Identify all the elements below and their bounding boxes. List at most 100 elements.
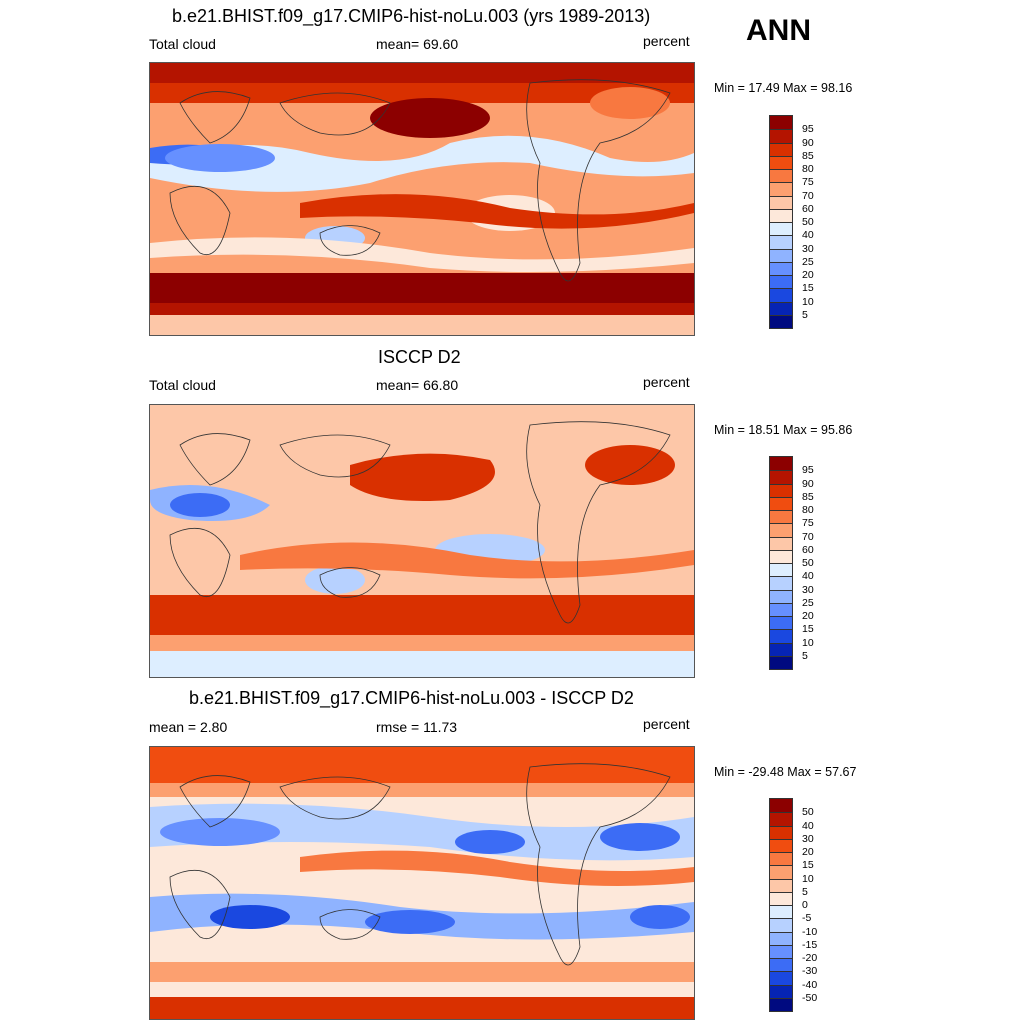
colorbar-segment [770,155,792,169]
colorbar-tick-label: 30 [802,242,814,255]
colorbar-tick-label: 5 [802,308,808,321]
colorbar-tick-label: -30 [802,965,818,978]
colorbar-segment [770,457,792,471]
colorbar-tick-label: 80 [802,504,814,516]
colorbar-segment [770,812,792,826]
colorbar-segment [770,944,792,958]
colorbar-tick-label: 10 [802,636,814,649]
colorbar-tick-label: 10 [802,872,814,885]
colorbar-tick-label: 15 [802,282,814,295]
panel-3-min-max: Min = -29.48 Max = 57.67 [714,765,857,779]
colorbar-tick-label: 5 [802,885,808,898]
panel-1-title: b.e21.BHIST.f09_g17.CMIP6-hist-noLu.003 … [172,6,651,26]
colorbar-tick-label: 20 [802,269,814,281]
colorbar-segment [770,616,792,630]
colorbar-segment [770,905,792,919]
colorbar-segment [770,971,792,985]
colorbar-tick-label: -20 [802,952,818,964]
colorbar-tick-label: -15 [802,938,818,951]
season-label: ANN [746,14,811,47]
panel-3-mean-label: mean = 2.80 [149,719,228,735]
colorbar-segment [770,142,792,156]
colorbar-segment [770,655,792,669]
colorbar-segment [770,222,792,236]
colorbar-segment [770,997,792,1011]
panel-1-mean-label: mean= 69.60 [376,36,459,52]
colorbar-segment [770,182,792,196]
panel-1-min-max: Min = 17.49 Max = 98.16 [714,81,853,95]
colorbar-segment [770,958,792,972]
colorbar-tick-label: 25 [802,255,814,268]
colorbar-segment [770,496,792,510]
colorbar-tick-label: 80 [802,163,814,175]
colorbar-segment [770,314,792,328]
colorbar-tick-label: 50 [802,216,814,228]
colorbar-segment [770,865,792,879]
colorbar-segment [770,629,792,643]
colorbar-tick-label: 95 [802,123,814,136]
colorbar-tick-label: 75 [802,176,814,189]
colorbar-tick-label: 75 [802,517,814,530]
panel-2-colorbar: 95 90 85 80 75 70 60 50 40 30 25 20 15 10 5 [769,456,814,670]
colorbar-tick-label: 20 [802,610,814,622]
colorbar-tick-label: 10 [802,295,814,308]
colorbar-segment [770,891,792,905]
colorbar-tick-label: 85 [802,490,814,503]
colorbar-segment [770,838,792,852]
colorbar-segment [770,116,792,130]
colorbar-segment [770,301,792,315]
colorbar-tick-label: 40 [802,229,814,242]
colorbar-tick-label: 25 [802,596,814,609]
colorbar-segment [770,523,792,537]
colorbar-tick-label: 50 [802,557,814,569]
colorbar-tick-label: 95 [802,464,814,477]
colorbar-tick-label: 70 [802,189,814,202]
colorbar-segment [770,129,792,143]
colorbar-segment [770,852,792,866]
panel-2-mean-label: mean= 66.80 [376,377,459,393]
colorbar-segment [770,918,792,932]
colorbar-tick-label: 60 [802,202,814,215]
colorbar-tick-label: 15 [802,623,814,636]
colorbar-segment [770,235,792,249]
panel-2-title: ISCCP D2 [378,347,461,367]
colorbar-segment [770,931,792,945]
colorbar-segment [770,169,792,183]
colorbar-tick-label: 30 [802,832,814,845]
colorbar-tick-label: -50 [802,991,818,1004]
panel-2-units-label: percent [643,374,690,390]
colorbar-tick-label: 0 [802,899,808,911]
colorbar-tick-label: 30 [802,583,814,596]
colorbar-segment [770,275,792,289]
colorbar-tick-label: 90 [802,477,814,490]
colorbar-segment [770,589,792,603]
panel-2-map [149,404,695,678]
colorbar-tick-label: 40 [802,570,814,583]
colorbar-tick-label: -10 [802,925,818,938]
panel-1-map [149,62,695,336]
colorbar-tick-label: 90 [802,136,814,149]
colorbar-tick-label: 5 [802,649,808,662]
colorbar-tick-label: -5 [802,912,812,925]
colorbar-segment [770,549,792,563]
colorbar-tick-label: 40 [802,819,814,832]
colorbar-tick-label: -40 [802,978,818,991]
panel-3-title: b.e21.BHIST.f09_g17.CMIP6-hist-noLu.003 … [189,688,634,708]
colorbar-segment [770,261,792,275]
colorbar-segment [770,602,792,616]
panel-3-units-label: percent [643,716,690,732]
panel-1-units-label: percent [643,33,690,49]
panel-2-min-max: Min = 18.51 Max = 95.86 [714,423,853,437]
colorbar-segment [770,576,792,590]
panel-2-variable-label: Total cloud [149,377,216,393]
colorbar-segment [770,536,792,550]
colorbar-tick-label: 85 [802,149,814,162]
colorbar-segment [770,288,792,302]
panel-1-variable-label: Total cloud [149,36,216,52]
colorbar-tick-label: 50 [802,806,814,819]
colorbar-segment [770,510,792,524]
panel-3-rmse-label: rmse = 11.73 [376,719,458,735]
colorbar-tick-label: 70 [802,530,814,543]
panel-1-colorbar: 95 90 85 80 75 70 60 50 40 30 25 20 15 10 5 [769,115,814,329]
colorbar-segment [770,483,792,497]
